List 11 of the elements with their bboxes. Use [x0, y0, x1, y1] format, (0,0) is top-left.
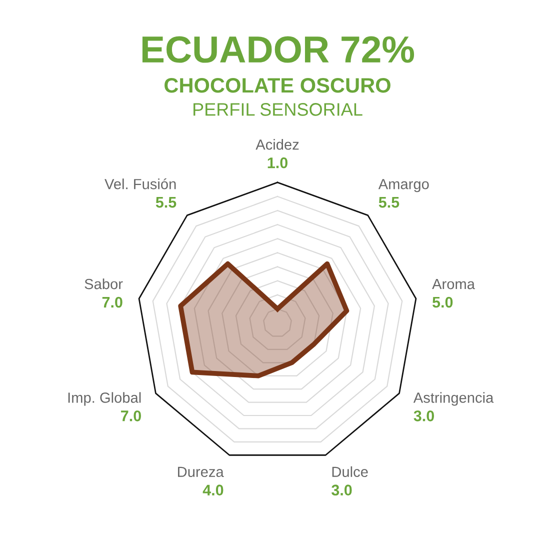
spoke-label: Astringencia 3.0	[413, 392, 494, 422]
spoke-label: Amargo 5.5	[378, 179, 429, 208]
spoke-label: Aroma 5.0	[432, 279, 475, 308]
spoke-label: Dureza 4.0	[178, 466, 224, 496]
spoke-label: Sabor 7.0	[84, 278, 123, 308]
spoke-label: Acidez 1.0	[256, 139, 299, 168]
chart-title: ECUADOR 72%	[142, 36, 414, 63]
chart-subtitle: CHOCOLATE OSCURO PERFIL SENSORIAL	[164, 78, 390, 116]
spoke-label: Dulce 3.0	[332, 466, 368, 496]
spoke-label: Imp. Global 7.0	[68, 392, 141, 422]
spoke-label: Vel. Fusión 5.5	[104, 178, 176, 208]
